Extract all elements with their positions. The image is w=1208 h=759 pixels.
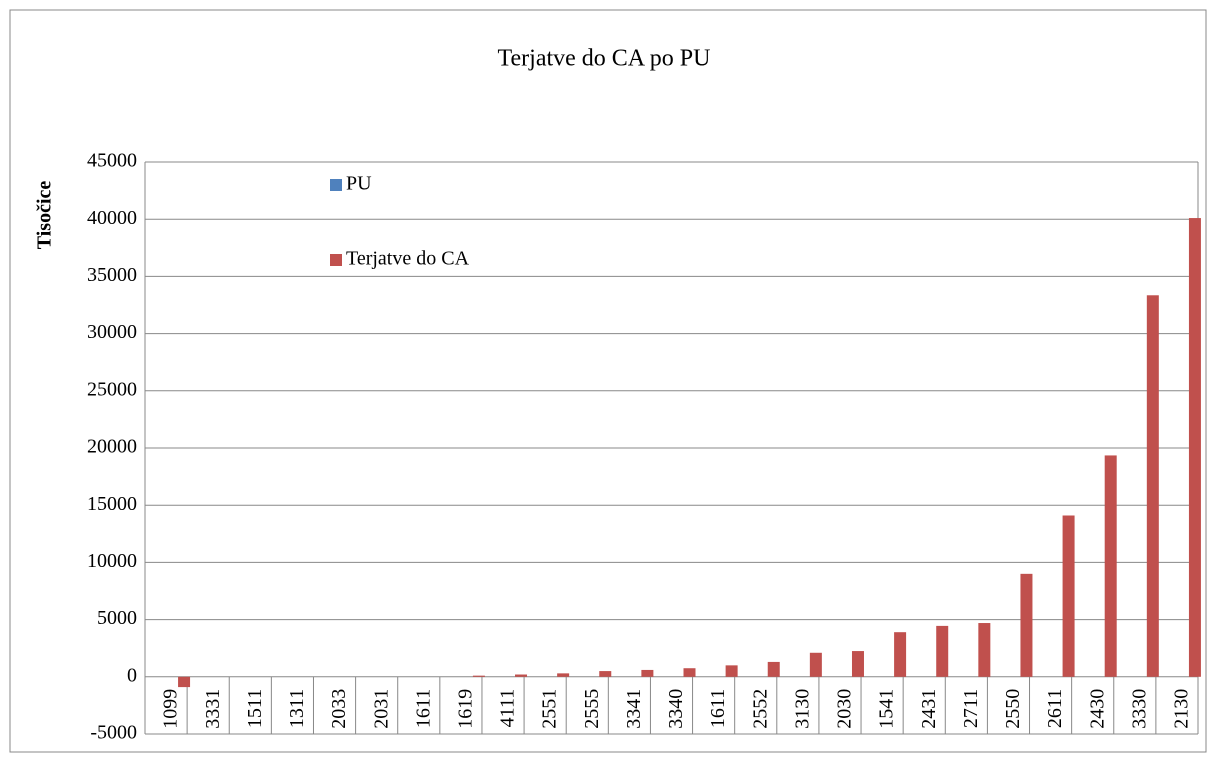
bar: [557, 673, 570, 677]
y-tick-label: 30000: [87, 321, 137, 343]
x-tick-label: 1099: [160, 689, 182, 729]
bar: [472, 675, 485, 677]
x-tick-label: 1619: [454, 689, 476, 729]
legend-swatch: [330, 254, 342, 266]
x-tick-label: 2552: [749, 689, 771, 729]
x-tick-label: 2031: [370, 689, 392, 729]
x-tick-label: 2711: [960, 689, 982, 728]
x-tick-label: 4111: [497, 689, 519, 728]
bar: [1188, 218, 1201, 677]
bar: [936, 625, 949, 677]
bar: [1062, 515, 1075, 677]
x-tick-label: 1311: [286, 689, 308, 728]
chart-title: Terjatve do CA po PU: [498, 46, 711, 72]
x-tick-label: 3340: [665, 689, 687, 729]
y-tick-label: 20000: [87, 436, 137, 458]
x-tick-label: 2611: [1044, 689, 1066, 728]
x-tick-label: 2550: [1002, 689, 1024, 729]
bar: [1020, 573, 1033, 677]
bar: [1104, 455, 1117, 677]
bar: [978, 623, 991, 677]
y-tick-label: -5000: [90, 722, 137, 744]
y-tick-label: 45000: [87, 150, 137, 172]
x-tick-label: 2431: [918, 689, 940, 729]
bar: [683, 668, 696, 677]
bar: [515, 674, 528, 677]
y-axis-label: Tisočice: [34, 181, 56, 250]
x-tick-label: 2555: [581, 689, 603, 729]
bar: [1146, 295, 1159, 677]
y-tick-label: 35000: [87, 264, 137, 286]
bar: [767, 661, 780, 677]
y-tick-label: 10000: [87, 550, 137, 572]
legend-swatch: [330, 179, 342, 191]
x-tick-label: 2130: [1171, 689, 1193, 729]
x-tick-label: 2033: [328, 689, 350, 729]
y-tick-label: 5000: [97, 607, 137, 629]
y-tick-label: 15000: [87, 493, 137, 515]
x-tick-label: 1611: [412, 689, 434, 728]
bar: [599, 671, 612, 677]
x-tick-label: 3341: [623, 689, 645, 729]
bar: [178, 676, 191, 688]
legend-label: PU: [346, 173, 372, 195]
x-tick-label: 1511: [244, 689, 266, 728]
y-tick-label: 40000: [87, 207, 137, 229]
x-tick-label: 2030: [834, 689, 856, 729]
x-tick-label: 3331: [202, 689, 224, 729]
legend-label: Terjatve do CA: [346, 248, 470, 270]
x-tick-label: 1611: [707, 689, 729, 728]
bar: [809, 652, 822, 677]
x-tick-label: 1541: [876, 689, 898, 729]
bar: [894, 632, 907, 677]
bar: [851, 651, 864, 677]
chart-border: [9, 9, 1207, 753]
x-tick-label: 2430: [1086, 689, 1108, 729]
x-tick-label: 2551: [539, 689, 561, 729]
y-tick-label: 0: [127, 664, 137, 686]
x-tick-label: 3130: [791, 689, 813, 729]
bar: [641, 669, 654, 677]
x-tick-label: 3330: [1128, 689, 1150, 729]
y-tick-label: 25000: [87, 378, 137, 400]
bar: [725, 665, 738, 677]
